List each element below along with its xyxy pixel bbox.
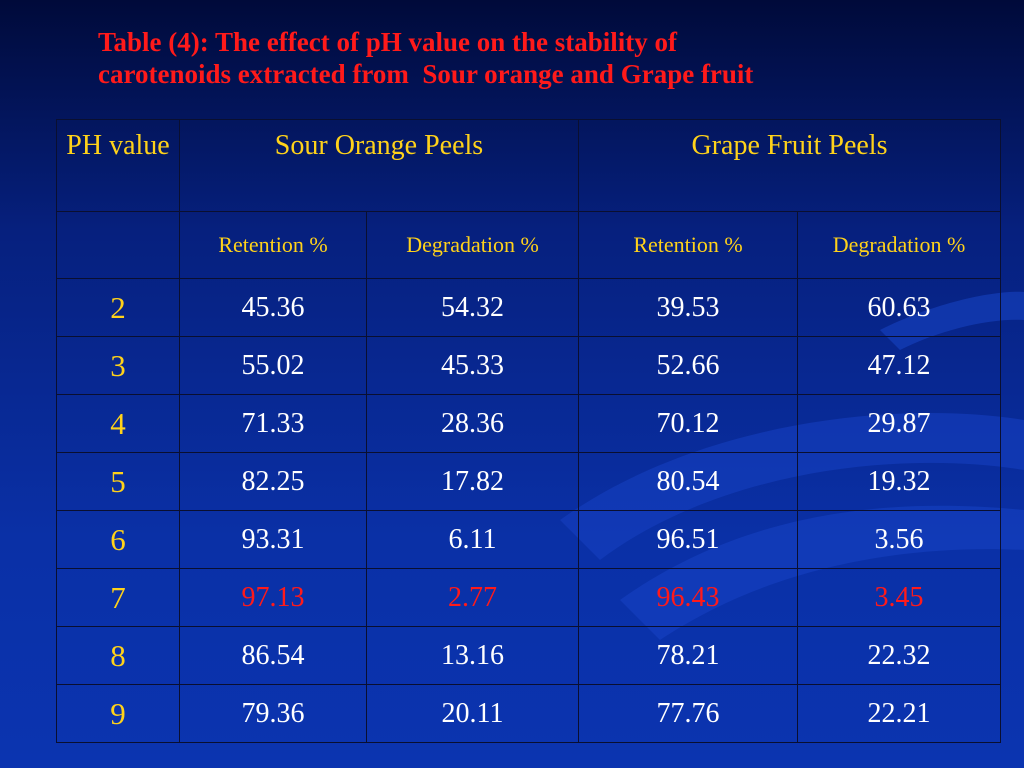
value-cell: 13.16 — [366, 626, 579, 685]
subheader-cell: Retention % — [179, 211, 367, 279]
ph-cell: 3 — [56, 336, 180, 395]
data-row: 3 55.02 45.33 52.66 47.12 — [56, 336, 1001, 395]
value-cell: 80.54 — [578, 452, 798, 511]
value-cell: 45.36 — [179, 278, 367, 337]
value-cell: 79.36 — [179, 684, 367, 743]
value-cell: 78.21 — [578, 626, 798, 685]
value-cell: 22.21 — [797, 684, 1001, 743]
value-cell: 17.82 — [366, 452, 579, 511]
value-cell: 19.32 — [797, 452, 1001, 511]
value-cell: 47.12 — [797, 336, 1001, 395]
value-cell: 71.33 — [179, 394, 367, 453]
value-cell: 6.11 — [366, 510, 579, 569]
subheader-row: Retention % Degradation % Retention % De… — [56, 211, 1001, 279]
value-cell: 54.32 — [366, 278, 579, 337]
value-cell: 3.56 — [797, 510, 1001, 569]
data-row: 5 82.25 17.82 80.54 19.32 — [56, 452, 1001, 511]
ph-cell: 4 — [56, 394, 180, 453]
header-cell: Sour Orange Peels — [179, 119, 579, 212]
value-cell: 97.13 — [179, 568, 367, 627]
table-body: PH value Sour Orange Peels Grape Fruit P… — [56, 119, 1001, 743]
value-cell: 96.51 — [578, 510, 798, 569]
value-cell: 60.63 — [797, 278, 1001, 337]
title-line: Table (4): The effect of pH value on the… — [98, 27, 677, 57]
ph-cell: 7 — [56, 568, 180, 627]
data-row: 6 93.31 6.11 96.51 3.56 — [56, 510, 1001, 569]
subheader-cell: Degradation % — [366, 211, 579, 279]
data-table: PH value Sour Orange Peels Grape Fruit P… — [56, 119, 1001, 743]
header-row: PH value Sour Orange Peels Grape Fruit P… — [56, 119, 1001, 212]
value-cell: 96.43 — [578, 568, 798, 627]
ph-cell: 2 — [56, 278, 180, 337]
value-cell: 39.53 — [578, 278, 798, 337]
ph-cell: 9 — [56, 684, 180, 743]
subheader-cell: Retention % — [578, 211, 798, 279]
data-row: 9 79.36 20.11 77.76 22.21 — [56, 684, 1001, 743]
data-row: 8 86.54 13.16 78.21 22.32 — [56, 626, 1001, 685]
ph-cell: 5 — [56, 452, 180, 511]
value-cell: 2.77 — [366, 568, 579, 627]
value-cell: 70.12 — [578, 394, 798, 453]
title-line: carotenoids extracted from Sour orange a… — [98, 59, 754, 89]
value-cell: 77.76 — [578, 684, 798, 743]
value-cell: 29.87 — [797, 394, 1001, 453]
data-row: 2 45.36 54.32 39.53 60.63 — [56, 278, 1001, 337]
slide-title: Table (4): The effect of pH value on the… — [98, 26, 753, 90]
value-cell: 55.02 — [179, 336, 367, 395]
value-cell: 28.36 — [366, 394, 579, 453]
ph-cell: 6 — [56, 510, 180, 569]
ph-cell: 8 — [56, 626, 180, 685]
subheader-cell: Degradation % — [797, 211, 1001, 279]
header-cell: Grape Fruit Peels — [578, 119, 1001, 212]
subheader-cell — [56, 211, 180, 279]
data-row: 7 97.13 2.77 96.43 3.45 — [56, 568, 1001, 627]
value-cell: 82.25 — [179, 452, 367, 511]
value-cell: 86.54 — [179, 626, 367, 685]
value-cell: 52.66 — [578, 336, 798, 395]
value-cell: 93.31 — [179, 510, 367, 569]
value-cell: 45.33 — [366, 336, 579, 395]
value-cell: 3.45 — [797, 568, 1001, 627]
value-cell: 20.11 — [366, 684, 579, 743]
value-cell: 22.32 — [797, 626, 1001, 685]
data-row: 4 71.33 28.36 70.12 29.87 — [56, 394, 1001, 453]
header-cell: PH value — [56, 119, 180, 212]
